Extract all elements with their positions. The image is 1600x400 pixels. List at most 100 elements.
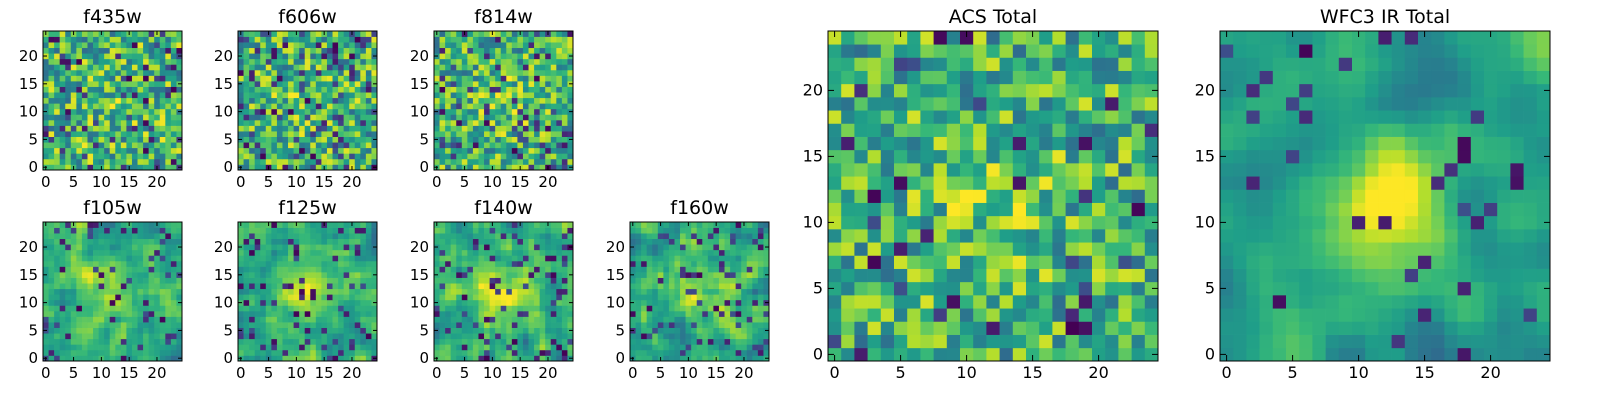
- heatmap-cell: [93, 310, 99, 317]
- heatmap-cell: [652, 338, 659, 345]
- heatmap-cell: [65, 119, 72, 126]
- heatmap-cell: [249, 142, 256, 149]
- heatmap-cell: [641, 349, 648, 356]
- heatmap-cell: [685, 288, 692, 295]
- heatmap-cell: [54, 244, 61, 251]
- heatmap-cell: [702, 327, 709, 334]
- heatmap-cell: [120, 344, 127, 351]
- heatmap-cell: [528, 260, 535, 267]
- heatmap-cell: [315, 86, 322, 93]
- heatmap-cell: [170, 349, 177, 356]
- heatmap-cell: [445, 97, 452, 104]
- heatmap-cell: [461, 244, 468, 251]
- heatmap-cell: [304, 333, 311, 340]
- heatmap-cell: [54, 327, 61, 334]
- axes-frame: [433, 30, 574, 171]
- heatmap-cell: [472, 222, 479, 228]
- heatmap-cell: [65, 86, 72, 93]
- heatmap-cell: [472, 47, 479, 54]
- heatmap-cell: [439, 108, 446, 115]
- heatmap-cell: [243, 333, 250, 340]
- heatmap-cell: [522, 310, 529, 317]
- heatmap-cell: [48, 316, 55, 323]
- heatmap-cell: [299, 277, 306, 284]
- heatmap-cell: [65, 288, 72, 295]
- heatmap-cell: [304, 266, 311, 273]
- heatmap-cell: [148, 86, 155, 93]
- heatmap-cell: [354, 58, 361, 65]
- heatmap-cell: [276, 64, 283, 71]
- heatmap-cell: [276, 108, 283, 115]
- heatmap-cell: [641, 355, 648, 362]
- x-tick-label: 10: [483, 364, 502, 382]
- heatmap-cell: [696, 227, 703, 234]
- heatmap-cell: [299, 266, 306, 273]
- heatmap-cell: [680, 283, 686, 290]
- heatmap-cell: [349, 53, 356, 60]
- heatmap-cell: [321, 277, 328, 284]
- heatmap-cell: [365, 64, 372, 71]
- heatmap-cell: [76, 272, 83, 278]
- heatmap-cell: [539, 277, 546, 284]
- heatmap-cell: [867, 242, 882, 256]
- heatmap-cell: [332, 36, 339, 43]
- heatmap-cell: [282, 97, 289, 104]
- heatmap-cell: [528, 288, 535, 295]
- heatmap-cell: [165, 327, 172, 334]
- heatmap-cell: [321, 255, 328, 262]
- heatmap-cell: [550, 64, 557, 71]
- heatmap-cell: [434, 316, 440, 323]
- heatmap-cell: [539, 322, 546, 328]
- heatmap-cell: [315, 283, 322, 290]
- heatmap-cell: [539, 238, 546, 245]
- heatmap-cell: [506, 114, 513, 121]
- heatmap-cell: [143, 164, 149, 171]
- heatmap-cell: [293, 338, 300, 345]
- heatmap-cell: [321, 260, 328, 267]
- heatmap-cell: [48, 277, 55, 284]
- heatmap-cell: [534, 355, 540, 362]
- heatmap-cell: [365, 310, 372, 317]
- heatmap-cell: [741, 294, 748, 301]
- heatmap-cell: [288, 277, 294, 284]
- heatmap-cell: [467, 272, 474, 278]
- heatmap-cell: [87, 227, 94, 234]
- heatmap-cell: [556, 266, 563, 273]
- heatmap-cell: [70, 42, 77, 49]
- heatmap-cell: [752, 305, 759, 312]
- heatmap-cell: [920, 334, 934, 349]
- heatmap-cell: [282, 299, 289, 306]
- heatmap-cell: [489, 288, 496, 295]
- heatmap-cell: [696, 327, 703, 334]
- heatmap-cell: [332, 349, 339, 356]
- heatmap-cell: [550, 75, 557, 82]
- heatmap-cell: [500, 36, 507, 43]
- heatmap-cell: [76, 260, 83, 267]
- heatmap-cell: [137, 164, 144, 171]
- heatmap-cell: [338, 58, 344, 65]
- heatmap-cell: [641, 288, 648, 295]
- heatmap-cell: [299, 53, 306, 60]
- heatmap-cell: [271, 344, 278, 351]
- heatmap-cell: [652, 283, 659, 290]
- heatmap-cell: [489, 338, 496, 345]
- heatmap-cell: [304, 305, 311, 312]
- heatmap-cell: [310, 119, 317, 126]
- heatmap-cell: [315, 53, 322, 60]
- heatmap-cell: [445, 310, 452, 317]
- heatmap-cell: [131, 305, 138, 312]
- heatmap-cell: [238, 119, 244, 126]
- heatmap-cell: [702, 255, 709, 262]
- heatmap-cell: [271, 288, 278, 295]
- heatmap-cell: [1026, 281, 1040, 296]
- heatmap-cell: [439, 338, 446, 345]
- heatmap-cell: [343, 58, 350, 65]
- heatmap-cell: [115, 136, 122, 143]
- heatmap-cell: [271, 36, 278, 43]
- heatmap-cell: [143, 310, 149, 317]
- heatmap-cell: [489, 260, 496, 267]
- heatmap-cell: [276, 288, 283, 295]
- heatmap-cell: [746, 227, 753, 234]
- heatmap-cell: [556, 333, 563, 340]
